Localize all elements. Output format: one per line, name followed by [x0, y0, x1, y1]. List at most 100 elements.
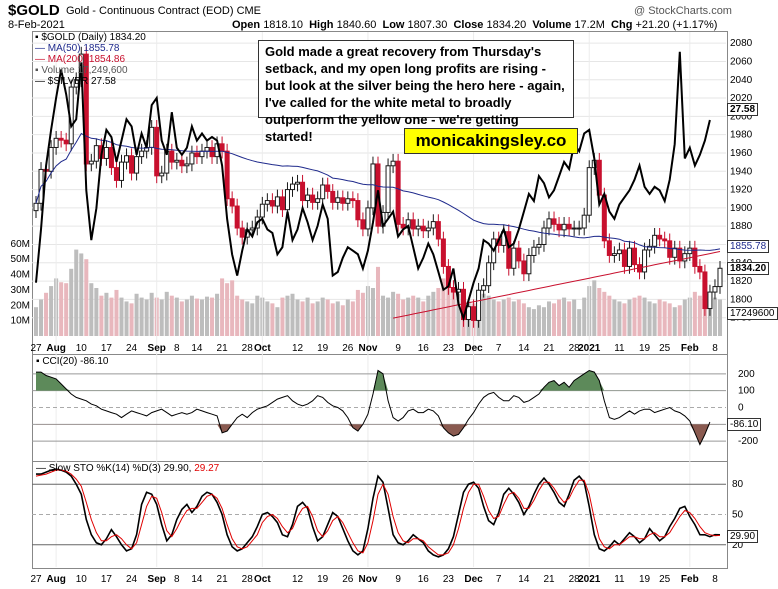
volume-bar: [712, 297, 717, 336]
candle-body: [134, 156, 140, 174]
candle-body: [310, 194, 316, 203]
volume-bar: [667, 303, 672, 336]
candle-body: [33, 202, 39, 212]
volume-bar: [320, 297, 325, 336]
candle-body: [390, 160, 396, 167]
candle-body: [284, 189, 290, 211]
sto-tick-label: 80: [732, 479, 744, 490]
candle-body: [234, 205, 240, 229]
volume-bar: [134, 293, 139, 336]
x-tick-label-bottom: 27: [30, 574, 42, 585]
high-value: 1840.60: [336, 19, 377, 31]
volume-bar: [305, 297, 310, 336]
volume-bar: [350, 301, 355, 336]
sto-d-line: [35, 469, 721, 556]
volume-bar: [199, 299, 204, 336]
candle-body: [350, 198, 356, 202]
silver-line: [35, 51, 711, 322]
candle-body: [184, 163, 190, 167]
volume-bar: [225, 283, 230, 336]
x-tick-label-bottom: Nov: [358, 574, 377, 585]
volume-bar: [426, 295, 431, 336]
volume-bar: [582, 297, 587, 336]
vol-last-tag: 17249600: [727, 307, 778, 320]
candle-body: [88, 160, 94, 165]
high-label: High: [309, 19, 334, 31]
candle-body: [430, 221, 436, 229]
legend-ma50: — MA(50) 1855.78: [35, 43, 120, 54]
volume-bar: [572, 299, 577, 336]
x-tick-label-bottom: 19: [639, 574, 651, 585]
candle-body: [209, 146, 215, 158]
volume-bar: [39, 299, 44, 336]
volume-bar: [33, 307, 39, 336]
candle-body: [677, 247, 683, 262]
candle-body: [58, 137, 64, 141]
volume-bar: [617, 301, 622, 336]
volume-bar: [330, 303, 335, 336]
candle-body: [325, 184, 331, 192]
candle-body: [526, 254, 532, 275]
volume-bar: [481, 293, 486, 336]
candle-body: [289, 183, 296, 191]
candle-body: [486, 262, 492, 287]
volume-tick-label: 20M: [11, 300, 30, 311]
x-tick-label-bottom: 12: [292, 574, 304, 585]
cci-tick-label: -200: [738, 436, 758, 447]
candle-body: [194, 152, 200, 158]
candle-body: [506, 231, 512, 269]
cci-tick-label: 0: [738, 403, 744, 414]
volume-bar: [381, 295, 386, 336]
volume-bar: [280, 297, 285, 336]
volume-bar: [64, 283, 69, 336]
x-tick-label-bottom: Sep: [148, 574, 166, 585]
close-last-tag: 1834.20: [727, 262, 770, 275]
volume-bar: [557, 299, 562, 336]
volume-bar: [69, 268, 74, 336]
volume-bar: [285, 295, 290, 336]
x-tick-label-top: 8: [174, 343, 180, 354]
candle-body: [647, 245, 653, 251]
candle-body: [219, 143, 225, 152]
candle-body: [561, 223, 567, 231]
x-tick-label-bottom: 14: [191, 574, 203, 585]
volume-bar: [642, 297, 647, 336]
volume-bar: [89, 283, 94, 336]
price-tick-label: 1900: [730, 203, 753, 214]
x-tick-label-bottom: 7: [496, 574, 502, 585]
x-tick-label-bottom: 21: [217, 574, 229, 585]
price-tick-label: 2080: [730, 38, 753, 49]
candle-body: [259, 203, 265, 218]
volume-bar: [697, 295, 702, 336]
volume-bar: [416, 297, 421, 336]
x-tick-label-bottom: 2021: [578, 574, 601, 585]
candle-body: [103, 146, 109, 159]
candle-body: [702, 271, 708, 310]
volume-bar: [421, 301, 426, 336]
candle-body: [425, 227, 431, 232]
volume-bar: [204, 296, 210, 336]
ma200-line: [393, 251, 721, 319]
candle-body: [662, 238, 668, 242]
candle-body: [174, 159, 180, 163]
volume-bar: [240, 299, 245, 336]
volume-bar: [179, 301, 184, 336]
volume-bar: [235, 295, 240, 336]
volume-bar: [451, 289, 456, 336]
silver-last-tag: 27.58: [727, 103, 759, 116]
sto-title-d: 29.27: [194, 463, 220, 474]
candle-body: [586, 167, 592, 216]
volume-bar: [562, 297, 567, 336]
volume-bar: [194, 298, 199, 336]
chg-label: Chg: [611, 19, 633, 31]
candle-body: [581, 214, 587, 229]
candle-body: [118, 161, 125, 181]
x-tick-label-bottom: 25: [659, 574, 671, 585]
close-value: 1834.20: [486, 19, 527, 31]
candle-body: [556, 223, 562, 231]
volume-bar: [340, 305, 345, 336]
x-tick-label-bottom: 16: [418, 574, 430, 585]
candle-body: [682, 253, 688, 262]
volume-bar: [411, 295, 416, 336]
candle-body: [355, 200, 361, 221]
